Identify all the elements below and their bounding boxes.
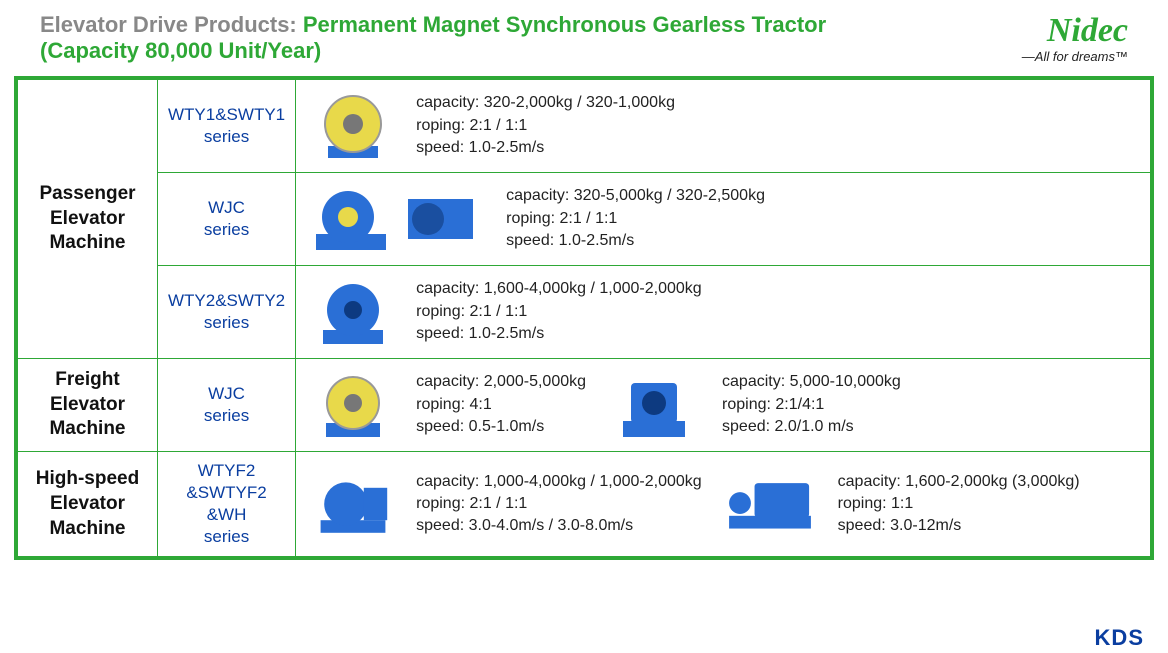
machine-icon (308, 179, 488, 259)
machine-icon (308, 464, 398, 544)
title-line-2: (Capacity 80,000 Unit/Year) (40, 38, 1022, 64)
title-prefix: Elevator Drive Products: (40, 12, 303, 37)
spec-block: capacity: 1,000-4,000kg / 1,000-2,000kg … (416, 471, 702, 538)
brand-logo: Nidec —All for dreams™ (1022, 12, 1128, 64)
spec-block: capacity: 2,000-5,000kg roping: 4:1 spee… (416, 371, 586, 438)
machine-icon (308, 365, 398, 445)
row-content: capacity: 1,000-4,000kg / 1,000-2,000kg … (308, 464, 1138, 544)
table-row: WJCseries capacity: 320-5,000kg / 320-2,… (18, 173, 1151, 266)
product-table-wrap: PassengerElevatorMachineWTY1&SWTY1series… (14, 76, 1154, 560)
category-cell: PassengerElevatorMachine (18, 80, 158, 359)
series-cell: WTY1&SWTY1series (158, 80, 296, 173)
series-cell: WJCseries (158, 173, 296, 266)
series-cell: WTY2&SWTY2series (158, 266, 296, 359)
footer-brand: KDS (1095, 625, 1144, 651)
machine-icon (308, 272, 398, 352)
title-block: Elevator Drive Products: Permanent Magne… (40, 12, 1022, 64)
content-cell: capacity: 1,600-4,000kg / 1,000-2,000kg … (296, 266, 1151, 359)
series-cell: WJCseries (158, 359, 296, 452)
table-row: PassengerElevatorMachineWTY1&SWTY1series… (18, 80, 1151, 173)
machine-icon (308, 86, 398, 166)
product-table: PassengerElevatorMachineWTY1&SWTY1series… (17, 79, 1151, 557)
spec-block: capacity: 5,000-10,000kg roping: 2:1/4:1… (722, 371, 901, 438)
row-content: capacity: 2,000-5,000kg roping: 4:1 spee… (308, 365, 1138, 445)
row-content: capacity: 320-5,000kg / 320-2,500kg ropi… (308, 179, 1138, 259)
content-cell: capacity: 1,000-4,000kg / 1,000-2,000kg … (296, 452, 1151, 557)
category-cell: High-speedElevatorMachine (18, 452, 158, 557)
content-cell: capacity: 2,000-5,000kg roping: 4:1 spee… (296, 359, 1151, 452)
title-line-1: Elevator Drive Products: Permanent Magne… (40, 12, 1022, 38)
row-content: capacity: 320-2,000kg / 320-1,000kg ropi… (308, 86, 1138, 166)
spec-block: capacity: 320-2,000kg / 320-1,000kg ropi… (416, 92, 675, 159)
machine-icon (604, 365, 704, 445)
spec-block: capacity: 1,600-4,000kg / 1,000-2,000kg … (416, 278, 702, 345)
header: Elevator Drive Products: Permanent Magne… (0, 0, 1168, 72)
spec-block: capacity: 320-5,000kg / 320-2,500kg ropi… (506, 185, 765, 252)
table-row: High-speedElevatorMachineWTYF2&SWTYF2&WH… (18, 452, 1151, 557)
title-main: Permanent Magnet Synchronous Gearless Tr… (303, 12, 826, 37)
series-cell: WTYF2&SWTYF2&WHseries (158, 452, 296, 557)
table-row: FreightElevatorMachineWJCseries capacity… (18, 359, 1151, 452)
machine-icon (720, 464, 820, 544)
table-row: WTY2&SWTY2series capacity: 1,600-4,000kg… (18, 266, 1151, 359)
content-cell: capacity: 320-5,000kg / 320-2,500kg ropi… (296, 173, 1151, 266)
logo-name: Nidec (1022, 16, 1128, 47)
spec-block: capacity: 1,600-2,000kg (3,000kg) roping… (838, 471, 1080, 538)
content-cell: capacity: 320-2,000kg / 320-1,000kg ropi… (296, 80, 1151, 173)
category-cell: FreightElevatorMachine (18, 359, 158, 452)
logo-tagline: —All for dreams™ (1022, 49, 1128, 64)
row-content: capacity: 1,600-4,000kg / 1,000-2,000kg … (308, 272, 1138, 352)
